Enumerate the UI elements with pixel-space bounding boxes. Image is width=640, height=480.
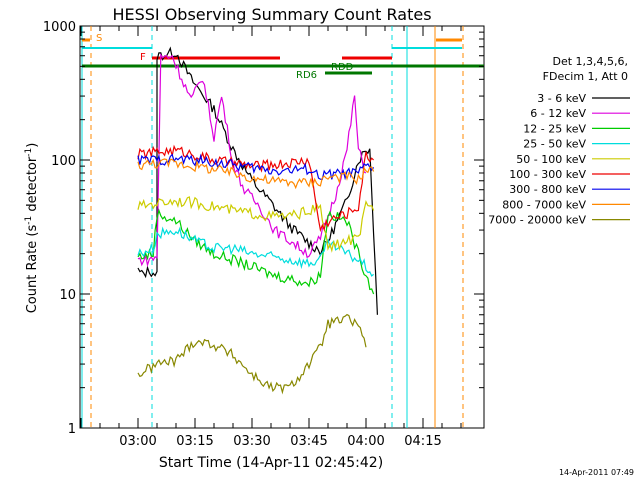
series-line-2	[137, 208, 375, 295]
series-line-5	[137, 144, 375, 233]
footer-timestamp: 14-Apr-2011 07:49	[559, 468, 634, 477]
flag-label-f: F	[140, 52, 146, 63]
y-axis-label: Count Rate (s-1 detector-1)	[24, 143, 40, 314]
x-tick-label: 03:00	[119, 434, 156, 449]
x-tick-label: 03:45	[290, 434, 327, 449]
y-tick-label: 100	[51, 154, 76, 169]
legend-label-8: 7000 - 20000 keV	[488, 214, 586, 227]
chart-title: HESSI Observing Summary Count Rates	[112, 5, 431, 24]
series-line-0	[137, 46, 378, 315]
plot-frame	[79, 25, 485, 429]
x-tick-label: 03:30	[233, 434, 270, 449]
flag-label-rd6: RD6	[296, 70, 317, 81]
plot-area: S F RDD RD6	[79, 25, 485, 429]
flag-label-rdd: RDD	[331, 62, 354, 73]
series-line-4	[137, 196, 375, 253]
series-line-6	[137, 153, 375, 181]
legend-label-0: 3 - 6 keV	[537, 92, 586, 105]
series-line-8	[137, 313, 367, 395]
x-axis-label: Start Time (14-Apr-11 02:45:42)	[159, 455, 383, 471]
legend-header-2: FDecim 1, Att 0	[543, 70, 628, 83]
y-tick-label: 1	[68, 422, 76, 437]
legend-label-3: 25 - 50 keV	[523, 138, 586, 151]
legend-label-5: 100 - 300 keV	[509, 168, 586, 181]
flag-label-s: S	[96, 33, 102, 44]
legend-label-1: 6 - 12 keV	[530, 107, 586, 120]
x-tick-label: 04:00	[347, 434, 384, 449]
y-tick-label: 1000	[43, 20, 76, 35]
legend-label-7: 800 - 7000 keV	[502, 198, 586, 211]
x-tick-label: 04:15	[404, 434, 441, 449]
series-line-3	[137, 226, 374, 277]
legend-label-6: 300 - 800 keV	[509, 183, 586, 196]
y-tick-label: 10	[59, 288, 76, 303]
legend-label-4: 50 - 100 keV	[516, 153, 586, 166]
axis-ticks: 1 10 100 1000 03:00 03:15 03:30 03:45 04:00 04:15	[43, 20, 484, 449]
legend-header-1: Det 1,3,4,5,6,	[552, 55, 628, 68]
legend: Det 1,3,4,5,6, FDecim 1, Att 0 3 - 6 keV…	[488, 55, 630, 227]
series-line-7	[137, 158, 375, 190]
legend-label-2: 12 - 25 keV	[523, 122, 586, 135]
x-tick-label: 03:15	[176, 434, 213, 449]
